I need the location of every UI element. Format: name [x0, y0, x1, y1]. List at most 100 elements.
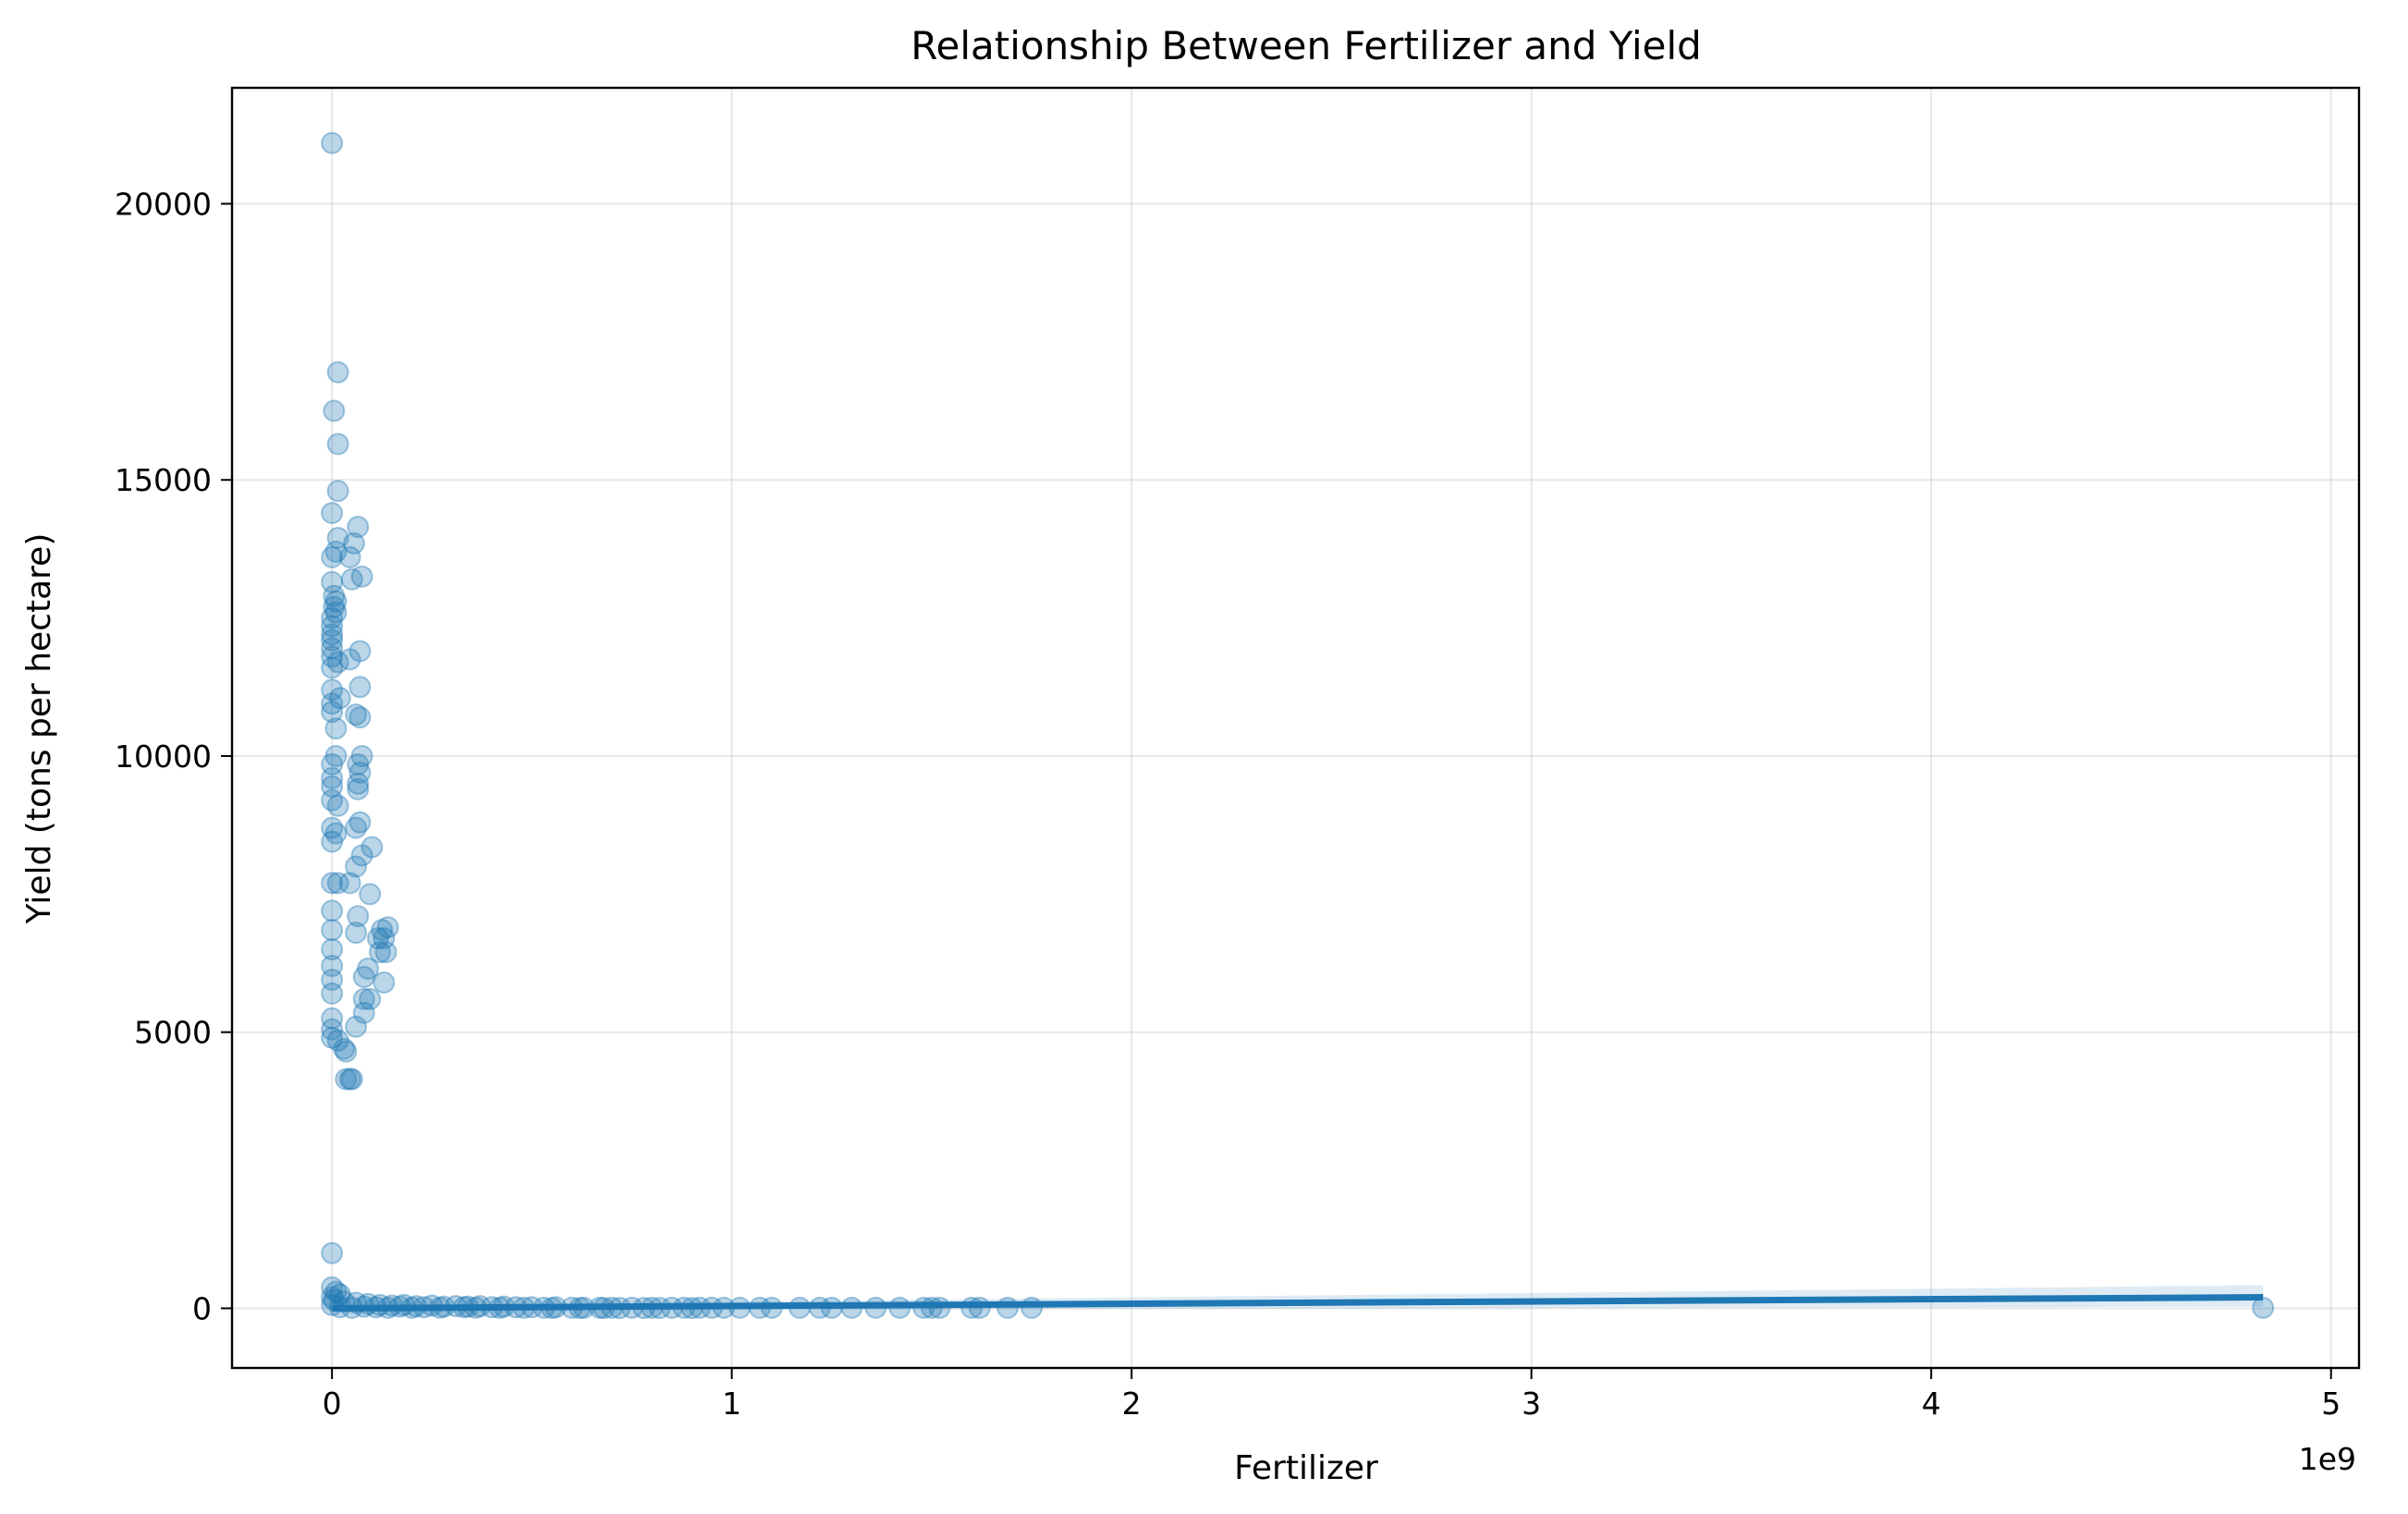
- scatter-point: [321, 830, 344, 853]
- scatter-point: [338, 872, 361, 895]
- scatter-point: [326, 360, 349, 384]
- scatter-point: [321, 1007, 344, 1030]
- scatter-point: [324, 540, 348, 563]
- scatter-point: [335, 1040, 358, 1063]
- scatter-points: [321, 131, 2275, 1320]
- scatter-point: [321, 788, 344, 812]
- y-tick-label: 15000: [115, 462, 212, 498]
- scatter-point: [323, 595, 346, 618]
- scatter-point: [335, 1068, 358, 1091]
- scatter-point: [347, 905, 370, 928]
- scatter-point: [359, 987, 382, 1010]
- scatter-point: [324, 590, 348, 613]
- scatter-point: [321, 1276, 344, 1299]
- scatter-point: [369, 941, 392, 964]
- scatter-point: [323, 399, 346, 422]
- scatter-point: [350, 844, 373, 867]
- scatter-point: [321, 678, 344, 702]
- scatter-point: [359, 883, 382, 906]
- trend-line-layer: [332, 1294, 2264, 1312]
- scatter-point: [357, 958, 380, 981]
- scatter-point: [338, 545, 361, 568]
- scatter-point: [328, 1283, 351, 1306]
- x-tick-label: 1: [722, 1386, 741, 1422]
- scatter-point: [321, 968, 344, 991]
- y-axis-ticks: 0 5000 10000 15000 20000: [115, 186, 232, 1326]
- scatter-point: [373, 927, 396, 950]
- y-tick-label: 0: [192, 1290, 212, 1326]
- chart-title: Relationship Between Fertilizer and Yiel…: [911, 23, 1702, 68]
- scatter-point: [321, 131, 344, 154]
- scatter-point: [347, 777, 370, 800]
- scatter-point: [321, 692, 344, 715]
- scatter-point: [345, 1015, 368, 1038]
- scatter-point: [350, 565, 373, 588]
- scatter-point: [321, 955, 344, 978]
- scatter-point: [326, 651, 349, 674]
- scatter-point: [347, 752, 370, 775]
- scatter-point: [324, 717, 348, 740]
- scatter-point: [321, 502, 344, 525]
- scatter-point: [321, 606, 344, 629]
- x-tick-label: 5: [2321, 1386, 2341, 1422]
- scatter-point: [1021, 1296, 1044, 1319]
- scatter-point: [374, 941, 397, 964]
- scatter-point: [321, 570, 344, 593]
- scatter-point: [326, 794, 349, 817]
- scatter-point: [321, 1026, 344, 1049]
- x-tick-label: 3: [1522, 1386, 1541, 1422]
- scatter-point: [345, 855, 368, 878]
- scatter-point: [323, 584, 346, 607]
- scatter-point: [321, 816, 344, 839]
- y-tick-label: 5000: [134, 1015, 212, 1051]
- x-tick-label: 0: [323, 1386, 342, 1422]
- scatter-point: [326, 526, 349, 549]
- scatter-point: [342, 531, 365, 555]
- scatter-point: [347, 772, 370, 795]
- scatter-point: [352, 1001, 375, 1024]
- scatter-point: [321, 766, 344, 789]
- scatter-point: [321, 615, 344, 638]
- scatter-point: [321, 629, 344, 652]
- scatter-point: [345, 703, 368, 726]
- scatter-point: [348, 640, 372, 663]
- scatter-point: [326, 872, 349, 895]
- y-tick-label: 10000: [115, 739, 212, 775]
- scatter-point: [324, 744, 348, 767]
- scatter-point: [338, 1068, 361, 1091]
- scatter-point: [371, 919, 394, 942]
- scatter-point: [373, 971, 396, 994]
- scatter-point: [321, 623, 344, 646]
- scatter-point: [326, 433, 349, 456]
- scatter-point: [321, 899, 344, 922]
- scatter-point: [366, 927, 389, 950]
- x-tick-label: 4: [1922, 1386, 1941, 1422]
- scatter-point: [348, 761, 372, 784]
- scatter-point: [348, 706, 372, 729]
- scatter-point: [352, 987, 375, 1010]
- x-axis-ticks: 0 1 2 3 4 5: [323, 1368, 2341, 1422]
- scatter-point: [350, 744, 373, 767]
- scatter-point: [321, 775, 344, 798]
- x-axis-title: Fertilizer: [1234, 1449, 1378, 1487]
- trend-line: [332, 1294, 2264, 1312]
- y-tick-label: 20000: [115, 186, 212, 222]
- scatter-point: [345, 816, 368, 839]
- scatter-point: [361, 836, 384, 859]
- scatter-point: [340, 1068, 363, 1091]
- scatter-point: [348, 811, 372, 834]
- scatter-point: [338, 648, 361, 671]
- scatter-point: [2252, 1296, 2275, 1319]
- scatter-point: [321, 545, 344, 568]
- scatter-point: [321, 1018, 344, 1041]
- scatter-point: [321, 645, 344, 668]
- scatter-point: [321, 1241, 344, 1264]
- scatter-point: [347, 516, 370, 539]
- scatter-point: [326, 1029, 349, 1052]
- scatter-point: [321, 919, 344, 942]
- x-axis-offset-label: 1e9: [2299, 1441, 2356, 1477]
- gridlines: [232, 88, 2359, 1368]
- scatter-point: [326, 480, 349, 503]
- scatter-point: [996, 1296, 1020, 1319]
